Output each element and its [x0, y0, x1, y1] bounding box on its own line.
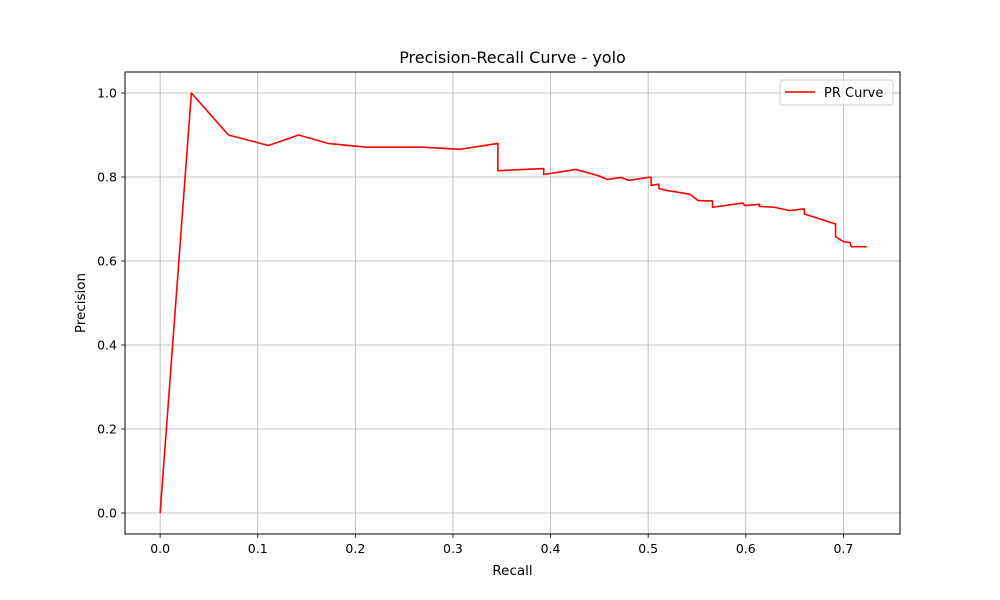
y-axis: 0.0 0.2 0.4 0.6 0.8 1.0 [97, 86, 125, 521]
y-tick-label: 0.6 [97, 254, 117, 269]
y-tick-label: 0.4 [97, 338, 117, 353]
y-axis-label: Precision [73, 273, 89, 333]
x-tick-label: 0.3 [443, 541, 463, 556]
x-axis: 0.0 0.1 0.2 0.3 0.4 0.5 0.6 0.7 [150, 534, 853, 556]
x-axis-label: Recall [492, 563, 532, 579]
x-tick-label: 0.5 [638, 541, 658, 556]
x-tick-label: 0.0 [150, 541, 170, 556]
y-tick-label: 0.2 [97, 422, 117, 437]
y-tick-label: 1.0 [97, 86, 117, 101]
y-tick-label: 0.8 [97, 170, 117, 185]
plot-frame [124, 71, 901, 535]
legend-entry-pr-curve: PR Curve [824, 86, 883, 101]
x-tick-label: 0.2 [345, 541, 365, 556]
x-tick-label: 0.7 [833, 541, 853, 556]
series-layer [159, 92, 867, 514]
x-tick-label: 0.4 [541, 541, 561, 556]
chart-title: Precision-Recall Curve - yolo [399, 48, 626, 67]
x-tick-label: 0.1 [248, 541, 268, 556]
legend-box [779, 79, 894, 106]
x-tick-label: 0.6 [736, 541, 756, 556]
y-tick-label: 0.0 [97, 506, 117, 521]
series-line-pr-curve [159, 92, 867, 514]
legend: PR Curve [779, 79, 894, 106]
grid [125, 72, 900, 534]
